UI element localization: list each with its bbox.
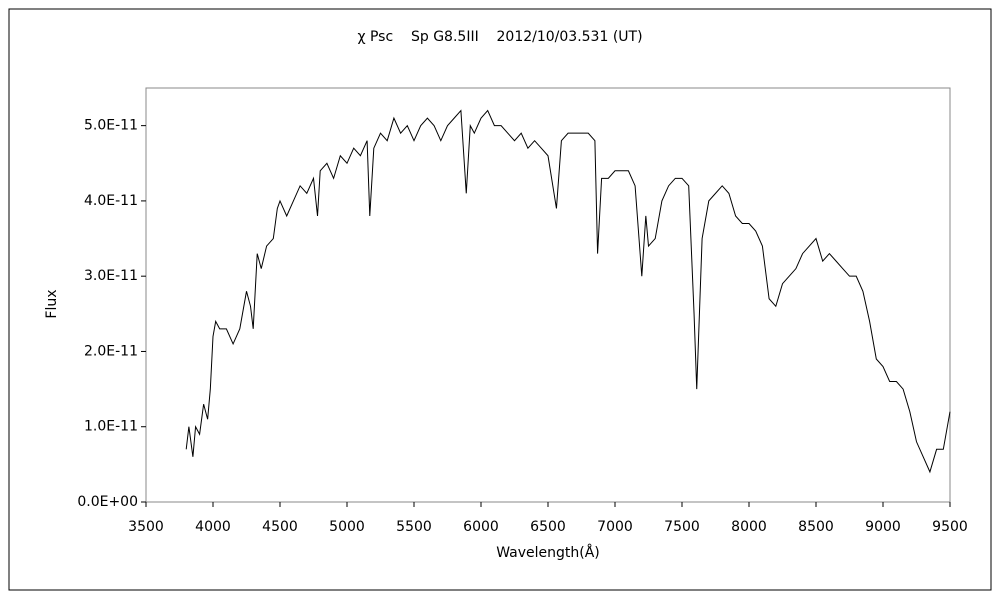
- x-axis-label: Wavelength(Å): [496, 544, 600, 561]
- x-tick-label: 4000: [195, 519, 231, 535]
- x-tick-label: 8000: [731, 519, 767, 535]
- x-tick-label: 6500: [530, 519, 566, 535]
- chart-frame: [8, 8, 992, 591]
- x-tick-label: 7500: [664, 519, 700, 535]
- y-tick-label: 5.0E-11: [84, 118, 138, 134]
- chart-title: χ Psc Sp G8.5III 2012/10/03.531 (UT): [357, 29, 642, 45]
- y-tick-label: 2.0E-11: [84, 343, 138, 359]
- y-tick-label: 0.0E+00: [77, 494, 138, 510]
- y-tick-label: 4.0E-11: [84, 193, 138, 209]
- spectrum-line: [185, 109, 951, 474]
- y-tick-label: 1.0E-11: [84, 419, 138, 435]
- x-tick-label: 5000: [329, 519, 365, 535]
- x-tick-label: 7000: [597, 519, 633, 535]
- y-axis-label: Flux: [44, 289, 60, 318]
- x-tick-label: 4500: [262, 519, 298, 535]
- y-tick-label: 3.0E-11: [84, 268, 138, 284]
- x-tick-label: 9000: [865, 519, 901, 535]
- x-tick-label: 8500: [798, 519, 834, 535]
- x-tick-label: 6000: [463, 519, 499, 535]
- x-tick-label: 5500: [396, 519, 432, 535]
- x-tick-label: 9500: [932, 519, 968, 535]
- x-tick-label: 3500: [128, 519, 164, 535]
